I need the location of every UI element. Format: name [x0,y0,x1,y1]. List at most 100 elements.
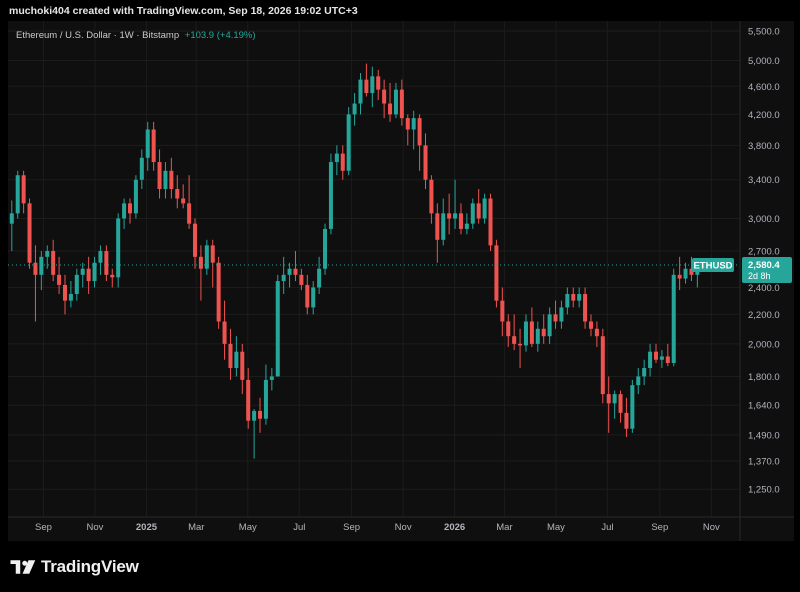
candle-body [559,307,564,322]
footer [0,542,800,592]
last-price-label-group: ETHUSD 2,580.42d 8h [692,257,792,284]
candle-body [275,281,280,377]
candle-body [565,293,570,308]
candle-body [222,321,227,344]
candle-body [382,89,387,104]
candle-body [429,179,434,214]
candle-body [346,114,351,171]
price-tick-label: 5,500.0 [748,27,780,38]
candle-body [139,157,144,180]
candle-body [636,376,641,386]
price-tick-label: 5,000.0 [748,56,780,67]
candle-body [228,343,233,368]
candle-body [671,274,676,363]
candle-body [453,213,458,219]
tradingview-logo[interactable]: TradingView [10,557,139,577]
candle-body [518,343,523,346]
candle-body [74,274,79,294]
price-tick-label: 3,400.0 [748,175,780,186]
candle-body [246,379,251,421]
candle-body [323,228,328,269]
candle-body [612,394,617,404]
candle-body [683,268,688,279]
price-tick-label: 1,250.0 [748,485,780,496]
candle-body [535,328,540,344]
candle-body [594,328,599,337]
candle-body [358,79,363,104]
last-price-label: 2,580.4 [748,260,780,271]
candle-body [494,245,499,301]
candle-body [281,274,286,282]
time-tick-label: Sep [651,522,668,533]
candle-body [488,198,493,246]
candle-body [204,245,209,269]
candle-body [104,251,109,275]
time-tick-label: Jul [293,522,305,533]
candle-body [293,268,298,275]
candle-body [642,367,647,377]
candle-body [659,356,664,360]
price-tick-label: 1,640.0 [748,401,780,412]
price-change: +103.9 (+4.19%) [184,30,256,41]
price-tick-label: 2,000.0 [748,339,780,350]
candle-body [512,336,517,344]
candle-body [145,129,150,158]
price-tick-label: 2,200.0 [748,310,780,321]
candle-body [51,251,56,275]
candle-body [411,118,416,130]
price-tick-label: 1,800.0 [748,372,780,383]
candle-body [175,188,180,199]
candle-body [523,321,528,346]
candle-body [299,274,304,285]
candle-body [541,328,546,337]
candle-body [21,175,26,204]
candle-body [376,76,381,90]
candle-body [689,268,694,275]
candle-body [287,268,292,275]
time-tick-label: Mar [188,522,204,533]
price-tick-label: 4,600.0 [748,82,780,93]
candle-body [317,268,322,288]
candle-body [547,314,552,337]
candle-body [39,256,44,275]
price-chart[interactable]: 5,500.0 5,000.0 4,600.0 4,200.0 3,800.0 3,400… [8,21,794,541]
candle-body [234,351,239,368]
candle-body [364,79,369,94]
candle-body [169,170,174,189]
candle-body [216,262,221,322]
candle-body [80,268,85,275]
candle-body [311,287,316,308]
candle-body [258,410,263,419]
time-tick-label: Sep [35,522,52,533]
candle-body [464,223,469,229]
symbol-tag: ETHUSD [693,261,732,272]
time-tick-label: May [547,522,565,533]
time-tick-label: 2025 [136,522,158,533]
candle-body [193,223,198,257]
top-bar: muchoki404 created with TradingView.com,… [0,0,800,22]
candle-body [210,245,215,263]
candle-body [187,203,192,224]
candle-body [57,274,62,285]
candle-body [648,351,653,368]
candle-body [506,321,511,337]
candle-body [405,118,410,130]
candle-body [163,170,168,189]
time-tick-label: Nov [703,522,720,533]
candle-body [305,284,310,308]
candle-body [328,162,333,229]
candle-body [618,394,623,413]
candle-body [476,203,481,219]
chart-frame[interactable]: 5,500.0 5,000.0 4,600.0 4,200.0 3,800.0 3,400… [8,21,794,541]
candle-body [352,103,357,115]
candle-body [86,268,91,282]
candle-body [133,179,138,214]
candle-body [116,218,121,278]
candle-body [252,410,257,421]
candle-body [470,203,475,224]
candle-body [529,321,534,344]
candle-body [151,129,156,163]
symbol-title: Ethereum / U.S. Dollar · 1W · Bitstamp [16,30,180,41]
candle-body [588,321,593,329]
chart-legend: Ethereum / U.S. Dollar · 1W · Bitstamp +… [16,30,256,41]
